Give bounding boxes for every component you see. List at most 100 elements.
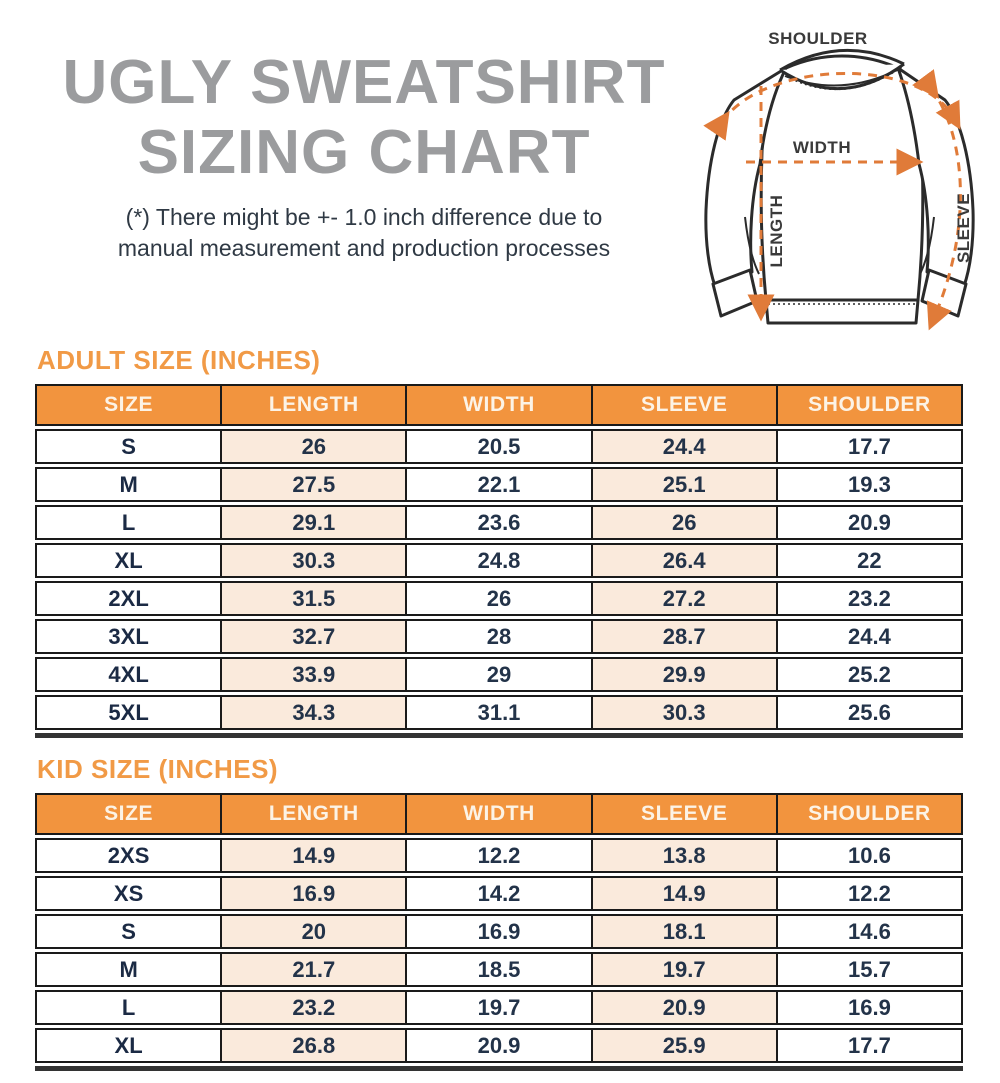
- value-cell: 26.4: [590, 545, 776, 576]
- value-cell: 22.1: [405, 469, 590, 500]
- value-cell: 31.1: [405, 697, 590, 728]
- value-cell: 25.2: [775, 659, 961, 690]
- length-label: LENGTH: [767, 195, 786, 268]
- kid-table-bottom-edge: [35, 1066, 963, 1071]
- value-cell: 26: [405, 583, 590, 614]
- size-cell: 4XL: [108, 662, 149, 687]
- table-row: M 27.5 22.1 25.1 19.3: [35, 467, 963, 502]
- size-cell: XL: [114, 548, 143, 573]
- size-cell: 5XL: [108, 700, 149, 725]
- value-cell: 26: [220, 431, 406, 462]
- sweatshirt-measurement-diagram: SHOULDER WIDTH LENGTH SLEEVE: [682, 12, 997, 352]
- value-cell: 27.2: [590, 583, 776, 614]
- value-cell: 18.1: [590, 916, 776, 947]
- sleeve-fold-line: [744, 216, 760, 275]
- value-cell: 14.9: [220, 840, 406, 871]
- size-cell: 2XS: [107, 843, 150, 868]
- value-cell: 20.9: [590, 992, 776, 1023]
- column-header-size: SIZE: [37, 386, 221, 424]
- adult-table-header-row: SIZE LENGTH WIDTH SLEEVE SHOULDER: [35, 384, 963, 426]
- value-cell: 25.1: [590, 469, 776, 500]
- value-cell: 16.9: [775, 992, 961, 1023]
- value-cell: 24.4: [590, 431, 776, 462]
- table-row: S 26 20.5 24.4 17.7: [35, 429, 963, 464]
- column-header-length: LENGTH: [220, 386, 406, 424]
- disclaimer-text: (*) There might be +- 1.0 inch differenc…: [28, 202, 700, 264]
- size-cell: 2XL: [108, 586, 149, 611]
- column-header-sleeve: SLEEVE: [590, 795, 776, 833]
- value-cell: 25.9: [590, 1030, 776, 1061]
- sleeve-label: SLEEVE: [954, 193, 973, 263]
- value-cell: 27.5: [220, 469, 406, 500]
- value-cell: 26: [590, 507, 776, 538]
- size-cell: 3XL: [108, 624, 149, 649]
- value-cell: 24.4: [775, 621, 961, 652]
- column-header-width: WIDTH: [405, 386, 591, 424]
- collar-stitch-line: [781, 66, 903, 91]
- disclaimer-line2: manual measurement and production proces…: [117, 235, 611, 261]
- value-cell: 10.6: [775, 840, 961, 871]
- column-header-shoulder: SHOULDER: [775, 795, 962, 833]
- page-title-line2: SIZING CHART: [137, 118, 591, 187]
- table-row: XL 30.3 24.8 26.4 22: [35, 543, 963, 578]
- table-row: S 20 16.9 18.1 14.6: [35, 914, 963, 949]
- table-row: 2XS 14.9 12.2 13.8 10.6: [35, 838, 963, 873]
- value-cell: 26.8: [220, 1030, 406, 1061]
- value-cell: 29: [405, 659, 590, 690]
- adult-size-heading: ADULT SIZE (INCHES): [37, 345, 321, 375]
- value-cell: 20.5: [405, 431, 590, 462]
- size-cell: M: [119, 957, 138, 982]
- tables-zone: ADULT SIZE (INCHES) SIZE LENGTH WIDTH SL…: [35, 345, 963, 1071]
- size-cell: XS: [113, 881, 144, 906]
- size-cell: L: [121, 995, 136, 1020]
- value-cell: 29.9: [590, 659, 776, 690]
- disclaimer-line1: (*) There might be +- 1.0 inch differenc…: [125, 204, 603, 230]
- page-title-line1: UGLY SWEATSHIRT: [62, 48, 666, 117]
- value-cell: 21.7: [220, 954, 406, 985]
- table-row: XS 16.9 14.2 14.9 12.2: [35, 876, 963, 911]
- size-cell: L: [121, 510, 136, 535]
- sleeve-arrow: [912, 69, 962, 331]
- value-cell: 20.9: [405, 1030, 590, 1061]
- value-cell: 14.6: [775, 916, 961, 947]
- value-cell: 30.3: [590, 697, 776, 728]
- size-cell: XL: [114, 1033, 143, 1058]
- table-row: XL 26.8 20.9 25.9 17.7: [35, 1028, 963, 1063]
- column-header-size: SIZE: [37, 795, 221, 833]
- value-cell: 19.7: [405, 992, 590, 1023]
- column-header-shoulder: SHOULDER: [775, 386, 962, 424]
- width-label: WIDTH: [793, 138, 851, 157]
- header-block: UGLY SWEATSHIRT SIZING CHART (*) There m…: [28, 48, 700, 264]
- value-cell: 24.8: [405, 545, 590, 576]
- value-cell: 13.8: [590, 840, 776, 871]
- value-cell: 17.7: [775, 1030, 961, 1061]
- kid-table-header-row: SIZE LENGTH WIDTH SLEEVE SHOULDER: [35, 793, 963, 835]
- collar-outer: [779, 48, 905, 72]
- kid-size-heading: KID SIZE (INCHES): [37, 754, 279, 784]
- table-row: L 23.2 19.7 20.9 16.9: [35, 990, 963, 1025]
- table-row: L 29.1 23.6 26 20.9: [35, 505, 963, 540]
- page-title: UGLY SWEATSHIRT SIZING CHART: [28, 48, 700, 188]
- column-header-width: WIDTH: [405, 795, 591, 833]
- value-cell: 22: [775, 545, 961, 576]
- value-cell: 20: [220, 916, 406, 947]
- value-cell: 31.5: [220, 583, 406, 614]
- table-row: 2XL 31.5 26 27.2 23.2: [35, 581, 963, 616]
- table-row: 3XL 32.7 28 28.7 24.4: [35, 619, 963, 654]
- value-cell: 33.9: [220, 659, 406, 690]
- adult-size-table: SIZE LENGTH WIDTH SLEEVE SHOULDER S 26 20.…: [35, 384, 963, 730]
- table-row: 4XL 33.9 29 29.9 25.2: [35, 657, 963, 692]
- size-cell: M: [119, 472, 138, 497]
- value-cell: 29.1: [220, 507, 406, 538]
- adult-table-bottom-edge: [35, 733, 963, 738]
- column-header-sleeve: SLEEVE: [590, 386, 776, 424]
- value-cell: 16.9: [405, 916, 590, 947]
- value-cell: 32.7: [220, 621, 406, 652]
- value-cell: 15.7: [775, 954, 961, 985]
- value-cell: 19.7: [590, 954, 776, 985]
- kid-size-table: SIZE LENGTH WIDTH SLEEVE SHOULDER 2XS 14.…: [35, 793, 963, 1063]
- value-cell: 28.7: [590, 621, 776, 652]
- value-cell: 28: [405, 621, 590, 652]
- value-cell: 23.2: [220, 992, 406, 1023]
- table-row: 5XL 34.3 31.1 30.3 25.6: [35, 695, 963, 730]
